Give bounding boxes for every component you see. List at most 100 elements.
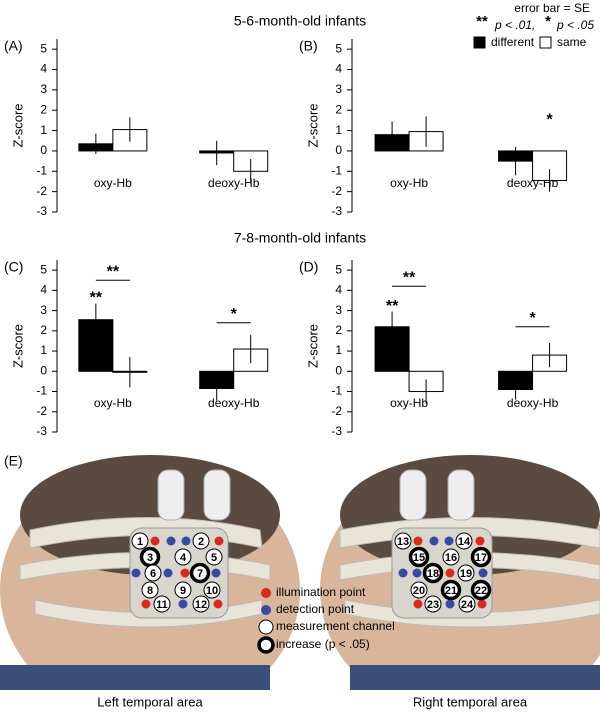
- y-tick-label: 5: [335, 262, 342, 276]
- channel-label: 15: [413, 552, 425, 564]
- channel-label: 13: [397, 536, 409, 548]
- illumination-point: [413, 599, 423, 609]
- illumination-point: [475, 536, 485, 546]
- legend-swatch: [473, 36, 486, 49]
- channel-label: 21: [445, 585, 457, 597]
- measurement-channel: [144, 564, 162, 582]
- y-tick-label: 1: [335, 123, 342, 137]
- y-tick-label: 4: [40, 283, 47, 297]
- y-axis-label: Z-score: [305, 324, 320, 368]
- channel-label: 6: [150, 568, 156, 580]
- panel-label: (A): [4, 38, 23, 54]
- sig-mark: **: [476, 13, 488, 30]
- y-axis-label: Z-score: [10, 324, 25, 368]
- legend-label: increase (p < .05): [276, 637, 370, 651]
- y-tick-label: 0: [335, 363, 342, 377]
- sig-text: p < .01,: [494, 18, 535, 32]
- sig-label: *: [546, 112, 553, 129]
- measurement-channel: [131, 532, 149, 550]
- measurement-channel: [457, 564, 475, 582]
- channel-label: 19: [460, 568, 472, 580]
- y-tick-label: 1: [40, 343, 47, 357]
- measurement-channel: [408, 546, 430, 568]
- channel-label: 10: [206, 585, 218, 597]
- illumination-point: [180, 568, 190, 578]
- sig-label: *: [529, 310, 536, 327]
- y-tick-label: -3: [331, 204, 342, 218]
- sig-mark: *: [545, 13, 551, 30]
- y-tick-label: -1: [36, 163, 47, 177]
- channel-label: 1: [137, 536, 143, 548]
- channel-label: 24: [461, 599, 474, 611]
- channel-label: 17: [475, 552, 487, 564]
- detection-point: [478, 568, 488, 578]
- detection-point: [444, 536, 454, 546]
- panel-label: (D): [299, 259, 318, 275]
- channel-label: 7: [197, 568, 203, 580]
- detection-point: [166, 536, 176, 546]
- y-tick-label: 3: [335, 303, 342, 317]
- measurement-channel: [424, 595, 442, 613]
- channel-label: 22: [475, 585, 487, 597]
- y-tick-label: 3: [40, 82, 47, 96]
- channel-label: 23: [427, 599, 439, 611]
- y-tick-label: 4: [335, 62, 342, 76]
- y-tick-label: 2: [40, 102, 47, 116]
- channel-label: 8: [147, 585, 153, 597]
- legend-swatch: [539, 36, 552, 49]
- y-tick-label: 5: [40, 41, 47, 55]
- y-tick-label: -3: [36, 204, 47, 218]
- pad: [157, 469, 185, 521]
- y-tick-label: -3: [36, 424, 47, 438]
- y-tick-label: 0: [40, 143, 47, 157]
- legend-label: measurement channel: [276, 619, 395, 633]
- illumination-point: [477, 599, 487, 609]
- sig-text: p < .05: [556, 18, 594, 32]
- y-tick-label: 2: [40, 323, 47, 337]
- y-tick-label: 3: [40, 303, 47, 317]
- measurement-channel: [189, 562, 211, 584]
- detection-point: [398, 568, 408, 578]
- detection-point: [181, 536, 191, 546]
- caption-strip: [0, 690, 600, 714]
- x-tick-label: deoxy-Hb: [208, 176, 260, 190]
- channel-label: 20: [413, 585, 425, 597]
- sig-label: **: [107, 263, 120, 280]
- legend-detection: [261, 605, 271, 615]
- y-tick-label: 3: [335, 82, 342, 96]
- y-tick-label: -2: [36, 404, 47, 418]
- measurement-channel: [174, 581, 192, 599]
- detection-point: [445, 599, 455, 609]
- measurement-channel: [440, 579, 462, 601]
- illumination-point: [141, 599, 151, 609]
- group-title: 7-8-month-old infants: [234, 230, 366, 246]
- caption: Left temporal area: [97, 694, 203, 709]
- group-title: 5-6-month-old infants: [234, 13, 366, 29]
- pad: [447, 469, 475, 521]
- legend-label: detection point: [276, 602, 355, 616]
- measurement-channel: [442, 548, 460, 566]
- pad: [399, 469, 427, 521]
- illumination-point: [150, 536, 160, 546]
- legend-increase: [257, 636, 275, 654]
- measurement-channel: [410, 581, 428, 599]
- sig-label: **: [90, 290, 103, 307]
- y-axis-label: Z-score: [305, 103, 320, 147]
- y-tick-label: -2: [331, 404, 342, 418]
- y-tick-label: 2: [335, 323, 342, 337]
- measurement-channel: [192, 532, 210, 550]
- channel-label: 11: [156, 599, 168, 611]
- measurement-channel: [141, 581, 159, 599]
- y-tick-label: -3: [331, 424, 342, 438]
- sig-label: **: [403, 270, 416, 287]
- measurement-channel: [455, 532, 473, 550]
- detection-point: [429, 536, 439, 546]
- y-tick-label: 0: [335, 143, 342, 157]
- y-tick-label: 5: [40, 262, 47, 276]
- y-tick-label: 4: [335, 283, 342, 297]
- sig-label: *: [231, 306, 238, 323]
- illumination-point: [214, 536, 224, 546]
- detection-point: [178, 599, 188, 609]
- channel-label: 14: [458, 536, 471, 548]
